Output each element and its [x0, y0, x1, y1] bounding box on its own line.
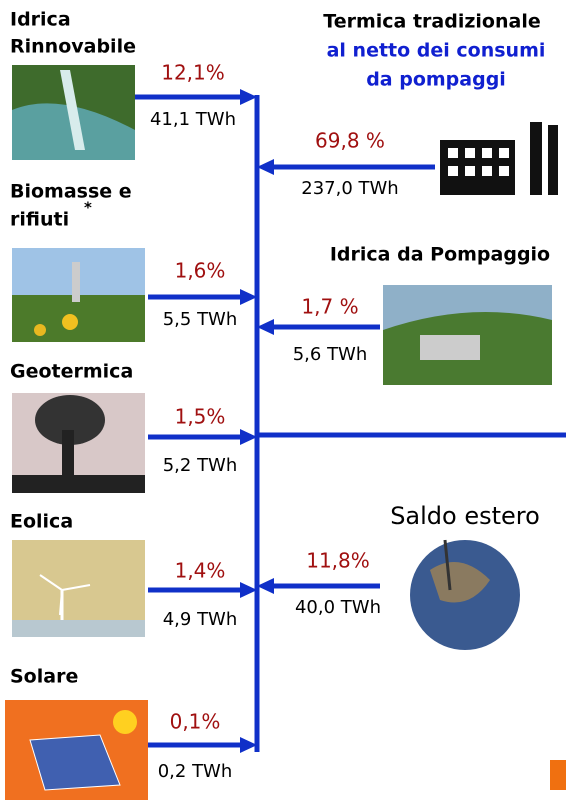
percent: 1,4% — [175, 559, 226, 583]
marker — [550, 760, 566, 790]
subheading: al netto dei consumi — [327, 40, 546, 62]
energy: 4,9 TWh — [163, 609, 238, 630]
image-biomass — [12, 248, 145, 342]
heading: Termica tradizionale — [323, 11, 540, 33]
heading: Rinnovabile — [10, 36, 136, 58]
energy: 40,0 TWh — [295, 597, 381, 618]
image-pumped-hydro — [383, 285, 552, 385]
subheading: da pompaggi — [366, 69, 506, 91]
image-geothermal — [12, 393, 145, 493]
percent: 11,8% — [306, 549, 370, 573]
heading: Eolica — [10, 511, 73, 533]
percent: 69,8 % — [315, 129, 385, 153]
energy: 0,2 TWh — [158, 761, 233, 782]
percent: 12,1% — [161, 61, 225, 85]
heading: Idrica da Pompaggio — [330, 244, 550, 266]
energy: 41,1 TWh — [150, 109, 236, 130]
heading: Biomasse e — [10, 181, 132, 203]
energy: 5,5 TWh — [163, 309, 238, 330]
image-thermal-plant — [440, 122, 558, 195]
percent: 0,1% — [170, 710, 221, 734]
heading: Saldo estero — [390, 502, 540, 530]
energy: 237,0 TWh — [301, 178, 398, 199]
percent: 1,6% — [175, 259, 226, 283]
image-globe — [410, 539, 520, 650]
heading: Geotermica — [10, 361, 133, 383]
energy: 5,2 TWh — [163, 455, 238, 476]
heading: Solare — [10, 666, 78, 688]
percent: 1,5% — [175, 405, 226, 429]
energy: 5,6 TWh — [293, 344, 368, 365]
heading: rifiuti — [10, 209, 69, 231]
image-hydro — [12, 65, 135, 160]
image-solar — [5, 700, 148, 800]
percent: 1,7 % — [301, 295, 358, 319]
flows — [135, 89, 566, 753]
heading: Idrica — [10, 9, 71, 31]
image-wind — [12, 540, 145, 637]
note: * — [84, 199, 92, 217]
